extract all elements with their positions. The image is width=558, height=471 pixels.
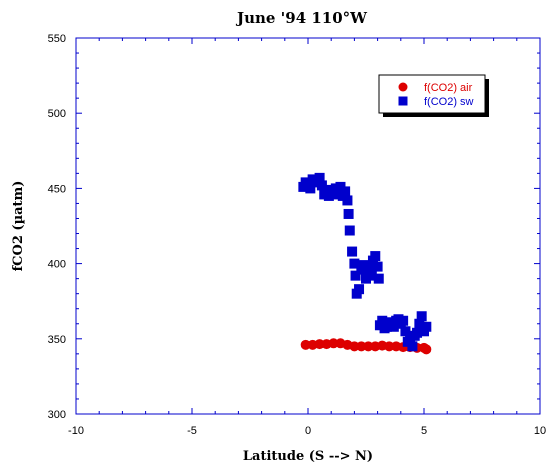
point-sw [343,208,354,219]
x-axis-label: Latitude (S --> N) [243,449,373,464]
x-tick-label: -5 [187,425,197,437]
point-air [384,341,395,352]
y-tick-label: 450 [48,183,66,195]
point-sw [388,321,399,332]
x-tick-label: 0 [305,425,311,437]
point-sw [314,172,325,183]
point-sw [412,327,423,338]
point-sw [305,183,316,194]
point-air [328,338,339,349]
y-axis-label: fCO2 (µatm) [11,181,26,272]
point-sw [347,246,358,257]
point-sw [344,225,355,236]
legend: f(CO2) air f(CO2) sw [378,74,489,117]
y-tick-label: 300 [48,409,66,421]
point-sw [342,195,353,206]
legend-marker-sw [398,96,408,106]
point-sw [370,251,381,262]
point-air [314,339,325,350]
point-air [363,341,374,352]
point-sw [316,180,327,191]
x-tick-label: 10 [534,425,546,437]
y-tick-label: 500 [48,108,66,120]
point-sw [366,270,377,281]
point-sw [365,263,376,274]
legend-box [378,74,486,114]
point-sw [377,315,388,326]
point-air [349,341,360,352]
point-sw [350,270,361,281]
y-tick-label: 550 [48,33,66,45]
x-tick-label: 5 [421,425,427,437]
series-layer [298,172,432,355]
chart-title: June '94 110°W [235,9,368,27]
point-air [421,344,432,355]
point-sw [354,284,365,295]
point-sw [407,341,418,352]
point-air [300,339,311,350]
y-axis: 300 350 400 450 500 550 [48,33,540,421]
x-tick-label: -10 [68,425,84,437]
legend-marker-air [398,82,408,92]
point-sw [340,186,351,197]
point-sw [414,318,425,329]
point-sw [373,273,384,284]
point-sw [349,258,360,269]
point-sw [416,311,427,322]
legend-label-air: f(CO2) air [424,82,473,94]
x-axis: -10 -5 0 5 10 [68,38,546,437]
point-sw [400,326,411,337]
point-air [356,341,367,352]
point-sw [398,315,409,326]
legend-label-sw: f(CO2) sw [424,96,474,108]
point-sw [421,321,432,332]
y-tick-label: 350 [48,334,66,346]
point-sw [358,260,369,271]
point-sw [372,261,383,272]
y-tick-label: 400 [48,259,66,271]
